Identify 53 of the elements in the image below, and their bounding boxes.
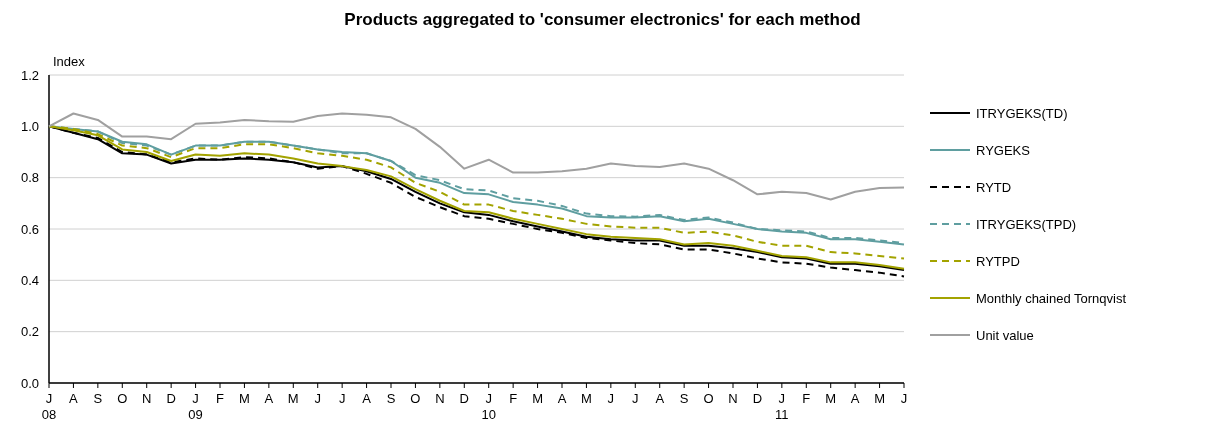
x-tick-label: S (386, 391, 396, 406)
x-tick-label: J (338, 391, 346, 406)
x-tick-label: S (93, 391, 103, 406)
x-tick-label: M (581, 391, 592, 406)
chart-title: Products aggregated to 'consumer electronics' for each method (344, 10, 861, 29)
x-tick-label: D (752, 391, 763, 406)
line-series (48, 112, 905, 201)
x-tick-label: A (850, 391, 860, 406)
x-tick-label: J 11 (775, 391, 789, 422)
y-tick-label: 0.8 (20, 170, 39, 186)
x-tick-label: M (825, 391, 837, 406)
y-axis-title: Index (53, 54, 86, 69)
x-tick-label: F (216, 391, 225, 406)
x-tick-label: J 09 (188, 391, 203, 422)
x-tick-label: J (607, 391, 615, 406)
x-tick-label: A (264, 391, 274, 406)
x-tick-label: O (703, 391, 714, 406)
x-tick-label: N (142, 391, 152, 406)
x-tick-label: D (166, 391, 176, 406)
y-tick-label: 0.6 (20, 221, 39, 237)
legend-label: Monthly chained Tornqvist (976, 290, 1127, 306)
y-tick-label: 0.4 (20, 272, 39, 288)
x-tick-label: S (679, 391, 689, 406)
y-tick-label: 0.0 (20, 375, 39, 391)
x-tick-label: J (900, 391, 908, 406)
legend-label: RYGEKS (976, 142, 1031, 158)
legend-label: ITRYGEKS(TD) (976, 105, 1068, 121)
x-tick-label: N (728, 391, 738, 406)
legend-label: Unit value (976, 327, 1034, 343)
x-tick-label: M (287, 391, 299, 406)
x-tick-label: A (69, 391, 79, 406)
x-tick-label: J (632, 391, 639, 406)
y-tick-label: 1.0 (20, 118, 39, 134)
legend-label: RYTPD (976, 253, 1020, 269)
x-tick-label: D (459, 391, 469, 406)
x-tick-label: M (239, 391, 250, 406)
x-tick-label: A (655, 391, 665, 406)
x-tick-label: A (362, 391, 372, 406)
x-tick-label: J 08 (41, 391, 57, 422)
x-tick-label: M (874, 391, 885, 406)
legend-label: RYTD (976, 179, 1012, 195)
y-tick-label: 1.2 (20, 67, 39, 83)
x-tick-label: F (509, 391, 518, 406)
x-tick-label: A (557, 391, 567, 406)
legend-label: ITRYGEKS(TPD) (976, 216, 1077, 232)
x-tick-label: J 10 (481, 391, 496, 422)
x-tick-label: M (532, 391, 543, 406)
x-tick-label: J (314, 391, 321, 406)
x-tick-label: O (117, 391, 128, 406)
y-tick-label: 0.2 (20, 324, 39, 340)
x-tick-label: O (410, 391, 421, 406)
x-tick-label: F (802, 391, 811, 406)
x-tick-label: N (435, 391, 445, 406)
